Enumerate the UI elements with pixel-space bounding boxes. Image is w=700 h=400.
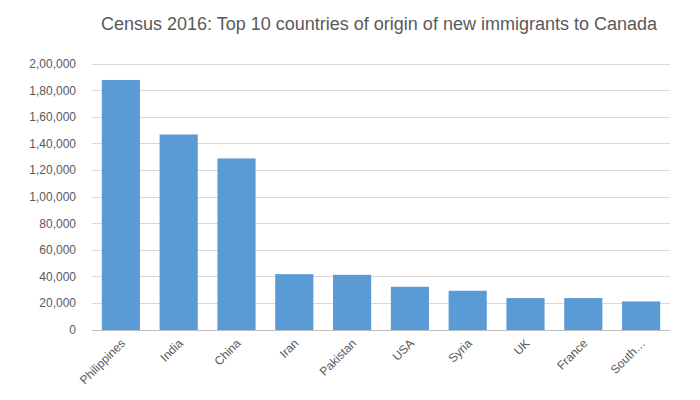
bar: [275, 274, 313, 330]
y-tick-label: 80,000: [39, 217, 76, 231]
bar: [564, 298, 602, 330]
bar: [217, 158, 255, 330]
y-tick-label: 2,00,000: [29, 57, 76, 71]
x-tick-label: France: [554, 336, 591, 373]
bar: [622, 301, 660, 330]
x-tick-label: Philippines: [77, 336, 128, 387]
y-tick-label: 40,000: [39, 270, 76, 284]
y-tick-label: 1,80,000: [29, 84, 76, 98]
y-tick-label: 0: [69, 323, 76, 337]
y-tick-label: 1,60,000: [29, 110, 76, 124]
x-tick-label: Syria: [446, 336, 475, 365]
chart: Census 2016: Top 10 countries of origin …: [0, 0, 700, 400]
x-tick-label: Pakistan: [317, 336, 359, 378]
x-tick-label: USA: [390, 336, 417, 363]
y-tick-label: 60,000: [39, 243, 76, 257]
y-tick-label: 1,20,000: [29, 163, 76, 177]
title: Census 2016: Top 10 countries of origin …: [101, 14, 658, 34]
bar: [449, 291, 487, 330]
bar: [391, 287, 429, 330]
x-tick-label: India: [158, 336, 187, 365]
x-tick-label: UK: [511, 336, 533, 358]
y-tick-label: 1,00,000: [29, 190, 76, 204]
y-tick-label: 1,40,000: [29, 137, 76, 151]
grid-line: [92, 117, 670, 118]
x-tick-label: Iran: [277, 336, 302, 361]
grid: [92, 64, 670, 330]
x-tick-label: China: [212, 336, 244, 368]
bar: [333, 275, 371, 330]
grid-line: [92, 64, 670, 65]
bar: [506, 298, 544, 330]
y-tick-label: 20,000: [39, 296, 76, 310]
x-tick-label: South…: [608, 336, 649, 377]
bar: [160, 134, 198, 330]
bars: [102, 80, 660, 330]
bar: [102, 80, 140, 330]
grid-line: [92, 90, 670, 91]
